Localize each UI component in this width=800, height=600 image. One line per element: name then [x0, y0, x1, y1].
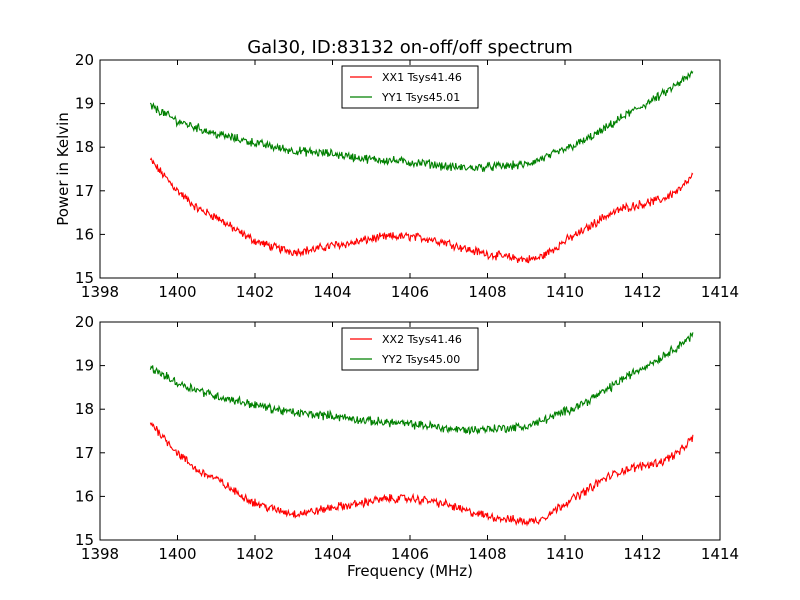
legend: XX1 Tsys41.46 YY1 Tsys45.01 [341, 65, 479, 109]
x-tick-label: 1410 [546, 283, 584, 301]
x-tick-label: 1406 [391, 283, 429, 301]
legend-label: XX2 Tsys41.46 [382, 333, 462, 346]
x-tick-label: 1398 [81, 283, 119, 301]
x-tick-label: 1412 [623, 283, 661, 301]
y-tick-label: 19 [75, 95, 94, 113]
x-tick-label: 1402 [236, 283, 274, 301]
y-tick-label: 18 [75, 400, 94, 418]
y-axis-label: Power in Kelvin [54, 112, 72, 226]
y-tick-label: 17 [75, 182, 94, 200]
x-tick-label: 1400 [158, 545, 196, 563]
legend-box [341, 65, 479, 109]
legend: XX2 Tsys41.46 YY2 Tsys45.00 [341, 327, 479, 371]
series-line-xx [149, 157, 694, 264]
legend-label: YY2 Tsys45.00 [381, 353, 460, 366]
y-tick-label: 15 [75, 531, 94, 549]
x-tick-label: 1402 [236, 545, 274, 563]
x-tick-label: 1398 [81, 545, 119, 563]
y-tick-label: 20 [75, 313, 94, 331]
x-tick-label: 1404 [313, 545, 351, 563]
y-tick-label: 19 [75, 357, 94, 375]
bottom-spectrum-panel: Frequency (MHz) 1398 1400 1402 1404 1406 1408… [75, 313, 739, 580]
x-axis-label: Frequency (MHz) [347, 562, 473, 580]
legend-label: XX1 Tsys41.46 [382, 71, 462, 84]
chart-title: Gal30, ID:83132 on-off/off spectrum [247, 37, 573, 58]
legend-box [341, 327, 479, 371]
y-tick-label: 16 [75, 225, 94, 243]
y-tick-label: 17 [75, 444, 94, 462]
y-tick-label: 16 [75, 487, 94, 505]
top-spectrum-panel: Gal30, ID:83132 on-off/off spectrum Powe… [54, 37, 739, 301]
series-line-xx [149, 421, 694, 527]
y-tick-label: 20 [75, 51, 94, 69]
x-tick-label: 1412 [623, 545, 661, 563]
x-tick-label: 1404 [313, 283, 351, 301]
x-tick-label: 1414 [701, 283, 739, 301]
legend-label: YY1 Tsys45.01 [381, 91, 460, 104]
y-tick-label: 15 [75, 269, 94, 287]
series-line-yy [149, 332, 694, 436]
x-tick-label: 1408 [468, 545, 506, 563]
series-line-yy [149, 70, 694, 173]
x-tick-label: 1408 [468, 283, 506, 301]
y-tick-label: 18 [75, 138, 94, 156]
x-tick-label: 1400 [158, 283, 196, 301]
x-tick-label: 1414 [701, 545, 739, 563]
x-tick-label: 1406 [391, 545, 429, 563]
x-tick-label: 1410 [546, 545, 584, 563]
